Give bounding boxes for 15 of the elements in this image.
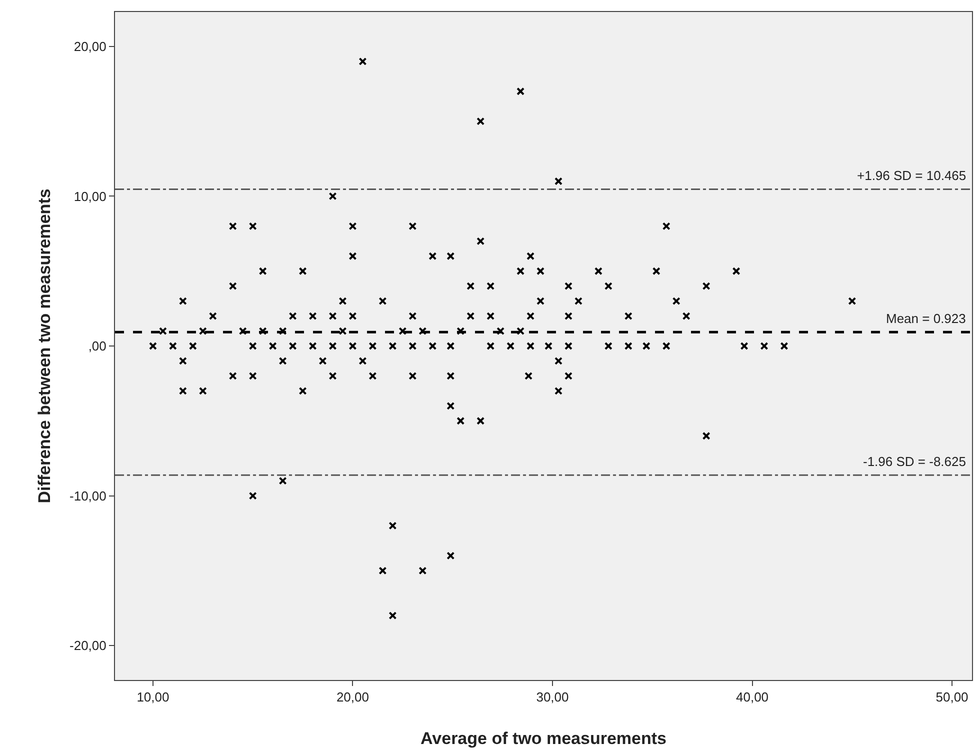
- x-tick-label: 50,00: [936, 690, 968, 705]
- x-tick-label: 20,00: [336, 690, 369, 705]
- y-axis-title: Difference between two measurements: [35, 188, 54, 504]
- ref-line-label: -1.96 SD = -8.625: [863, 454, 966, 469]
- y-tick-label: 10,00: [74, 188, 106, 204]
- y-tick-label: 20,00: [74, 39, 106, 54]
- x-tick-label: 40,00: [736, 690, 769, 705]
- y-tick-label: ,00: [88, 338, 106, 354]
- x-tick-label: 10,00: [136, 690, 170, 705]
- ref-line-label: +1.96 SD = 10.465: [857, 168, 966, 183]
- y-tick-label: -20,00: [70, 638, 106, 654]
- ref-line-label: Mean = 0.923: [886, 311, 966, 326]
- x-tick-label: 30,00: [536, 690, 569, 705]
- y-tick-label: -10,00: [70, 488, 106, 504]
- x-axis-title: Average of two measurements: [420, 729, 666, 748]
